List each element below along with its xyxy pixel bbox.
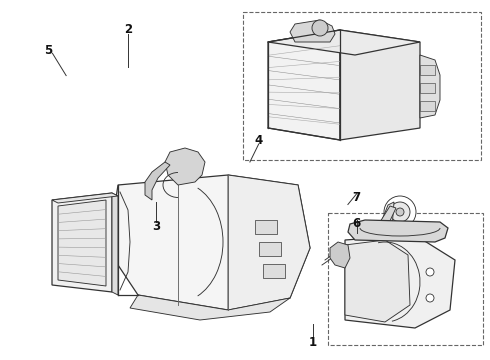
Polygon shape <box>330 242 350 268</box>
Polygon shape <box>165 148 205 185</box>
Circle shape <box>426 268 434 276</box>
Circle shape <box>390 202 410 222</box>
Bar <box>259 242 281 256</box>
Polygon shape <box>108 175 310 310</box>
Polygon shape <box>345 240 410 322</box>
Polygon shape <box>52 193 118 203</box>
Polygon shape <box>345 235 455 328</box>
Text: 7: 7 <box>353 191 361 204</box>
Circle shape <box>426 294 434 302</box>
Text: 2: 2 <box>124 23 132 36</box>
Polygon shape <box>380 206 396 225</box>
Polygon shape <box>340 30 420 140</box>
Bar <box>420 83 435 93</box>
Circle shape <box>312 20 328 36</box>
Polygon shape <box>58 200 106 286</box>
Polygon shape <box>420 55 440 118</box>
Bar <box>420 65 435 75</box>
Polygon shape <box>145 162 170 200</box>
Text: 1: 1 <box>309 336 317 349</box>
Bar <box>263 264 285 278</box>
Polygon shape <box>290 20 335 42</box>
Text: 3: 3 <box>152 220 160 233</box>
Polygon shape <box>130 295 290 320</box>
Polygon shape <box>112 193 118 295</box>
Text: 4: 4 <box>255 134 263 147</box>
Polygon shape <box>268 30 420 55</box>
Polygon shape <box>348 220 448 242</box>
Text: 6: 6 <box>353 217 361 230</box>
Text: 5: 5 <box>44 44 52 57</box>
Polygon shape <box>268 30 340 140</box>
Bar <box>255 220 277 234</box>
Bar <box>243 12 481 160</box>
Circle shape <box>384 196 416 228</box>
Bar <box>328 213 483 345</box>
Polygon shape <box>52 193 112 292</box>
Polygon shape <box>382 202 394 230</box>
Bar <box>420 101 435 111</box>
Circle shape <box>396 208 404 216</box>
Polygon shape <box>228 175 310 310</box>
